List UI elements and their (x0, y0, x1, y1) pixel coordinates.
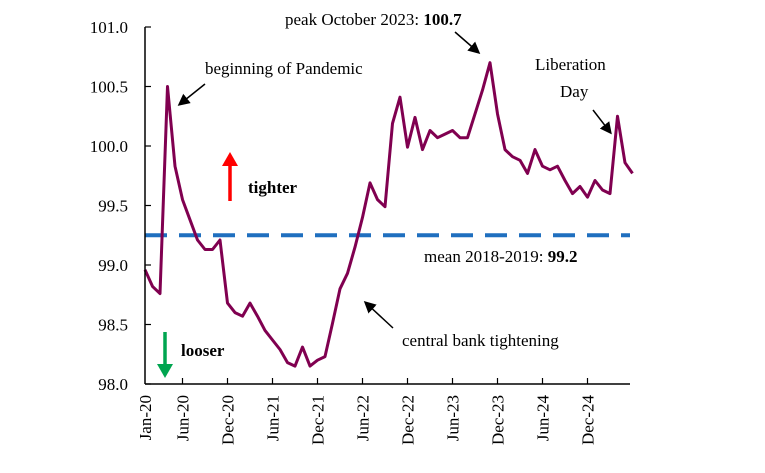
annotation-peak: peak October 2023: 100.7 (285, 10, 462, 29)
x-tick-label: Dec-21 (309, 395, 328, 445)
x-tick-label: Jan-20 (136, 395, 155, 440)
y-tick-label: 100.0 (90, 137, 128, 156)
x-tick-label: Jun-24 (534, 395, 553, 442)
looser-arrowhead-icon (157, 364, 173, 378)
x-tick-label: Dec-23 (489, 395, 508, 445)
peak-label: peak October 2023: (285, 10, 423, 29)
annotation-tightening: central bank tightening (402, 331, 559, 350)
annotation-pandemic: beginning of Pandemic (205, 59, 363, 78)
tightening-arrow-icon (363, 300, 394, 329)
pandemic-arrow-icon (177, 83, 206, 106)
liberation-arrow-icon (592, 109, 612, 135)
x-tick-label: Jun-21 (264, 395, 283, 441)
annotation-liberation-line2: Day (560, 82, 589, 101)
x-tick-label: Jun-22 (354, 395, 373, 441)
annotation-tighter: tighter (248, 178, 298, 197)
y-tick-label: 101.0 (90, 18, 128, 37)
x-tick-label: Jun-23 (444, 395, 463, 441)
y-tick-label: 98.5 (98, 316, 128, 335)
x-tick-label: Dec-24 (579, 395, 598, 446)
y-tick-label: 98.0 (98, 375, 128, 394)
x-tick-label: Jun-20 (174, 395, 193, 441)
peak-arrow-icon (454, 31, 481, 54)
mean-label: mean 2018-2019: (424, 247, 548, 266)
annotation-liberation-line1: Liberation (535, 55, 606, 74)
y-tick-label: 100.5 (90, 78, 128, 97)
x-tick-label: Dec-22 (399, 395, 418, 445)
x-tick-label: Dec-20 (219, 395, 238, 445)
mean-value: 99.2 (548, 247, 578, 266)
y-tick-label: 99.0 (98, 256, 128, 275)
series-line-index (143, 61, 634, 368)
tighter-arrowhead-icon (222, 152, 238, 166)
peak-value: 100.7 (423, 10, 462, 29)
y-tick-label: 99.5 (98, 197, 128, 216)
x-axis: Jan-20 Jun-20 Dec-20 Jun-21 Dec-21 Jun-22 Dec-… (136, 378, 598, 445)
annotation-looser: looser (181, 341, 225, 360)
annotation-mean: mean 2018-2019: 99.2 (424, 247, 577, 266)
y-axis: 98.0 98.5 99.0 99.5 100.0 100.5 101.0 (90, 18, 151, 394)
